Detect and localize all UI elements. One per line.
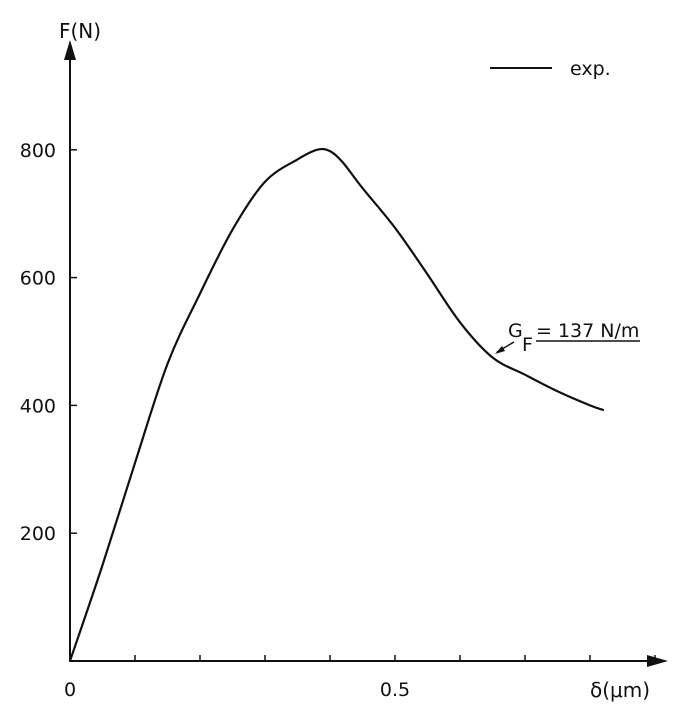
legend-label-exp: exp. — [570, 58, 611, 80]
y-ticks — [70, 149, 77, 534]
y-axis-arrow-icon — [64, 40, 76, 60]
gf-annotation-symbol: G — [508, 320, 523, 342]
y-tick-label: 200 — [20, 523, 56, 545]
gf-annotation-subscript: F — [522, 334, 533, 356]
y-tick-labels: 200 400 600 800 — [20, 140, 56, 545]
x-tick-labels: 0 0.5 — [64, 679, 410, 701]
gf-annotation: G F = 137 N/m — [495, 320, 640, 356]
y-axis-label: F(N) — [59, 19, 101, 43]
series-layer — [68, 147, 605, 663]
x-axis-arrow-icon — [647, 655, 668, 667]
gf-annotation-arrow-icon — [495, 346, 505, 354]
series-line-exp — [68, 147, 605, 663]
x-ticks — [134, 655, 656, 661]
legend: exp. — [490, 58, 611, 80]
gf-annotation-value: = 137 N/m — [536, 320, 639, 342]
x-tick-label: 0 — [64, 679, 76, 701]
x-axis-label: δ(μm) — [590, 678, 650, 702]
y-tick-label: 600 — [20, 268, 56, 290]
y-tick-label: 800 — [20, 140, 56, 162]
y-tick-label: 400 — [20, 395, 56, 417]
x-tick-label: 0.5 — [380, 679, 410, 701]
